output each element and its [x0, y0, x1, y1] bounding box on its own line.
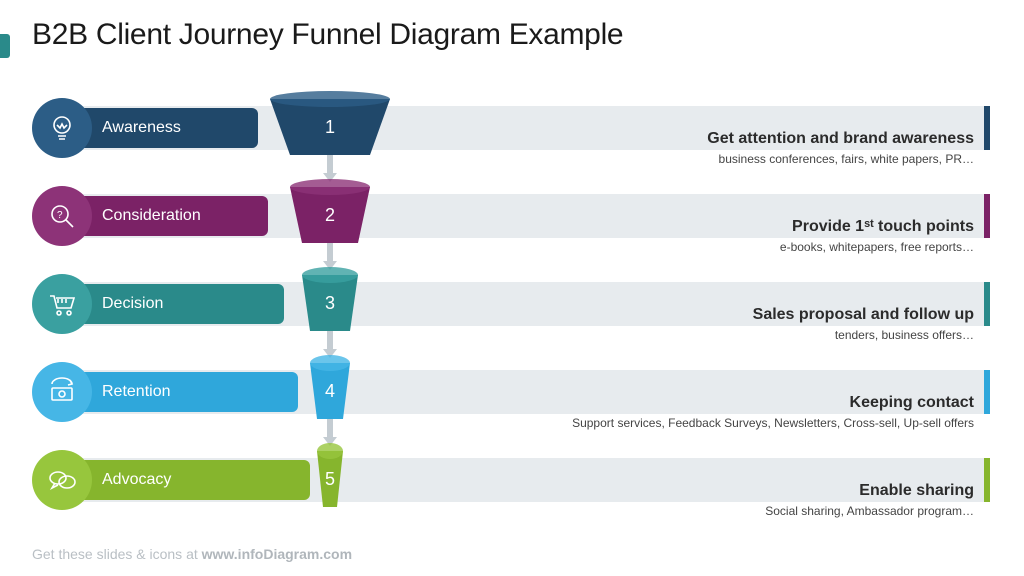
stage-label-bar: Retention	[62, 372, 298, 412]
page-title: B2B Client Journey Funnel Diagram Exampl…	[32, 18, 623, 52]
stage-accent-bar	[984, 106, 990, 150]
title-accent-tab	[0, 34, 10, 58]
stage-subtext: e-books, whitepapers, free reports…	[780, 240, 974, 254]
stage-heading: Keeping contact	[850, 394, 974, 412]
stage-subtext: Support services, Feedback Surveys, News…	[572, 416, 974, 430]
stage-label-bar: Decision	[62, 284, 284, 324]
svg-text:?: ?	[57, 210, 63, 221]
stage-heading: Get attention and brand awareness	[707, 130, 974, 148]
stage-label-bar: Advocacy	[62, 460, 310, 500]
stage-label: Decision	[102, 295, 163, 313]
funnel-top-ellipse	[270, 91, 390, 107]
stage-accent-bar	[984, 282, 990, 326]
funnel-diagram: Get attention and brand awareness busines…	[32, 84, 992, 524]
funnel-top-ellipse	[290, 179, 370, 195]
stage-label: Awareness	[102, 119, 181, 137]
stage-accent-bar	[984, 370, 990, 414]
magnifier-icon: ?	[32, 186, 92, 246]
stage-accent-bar	[984, 194, 990, 238]
bulb-icon	[32, 98, 92, 158]
stage-accent-bar	[984, 458, 990, 502]
stage-subtext: business conferences, fairs, white paper…	[719, 152, 974, 166]
speech-bubbles-icon	[32, 450, 92, 510]
stage-label: Advocacy	[102, 471, 171, 489]
stage-label: Consideration	[102, 207, 201, 225]
funnel-segment: 2	[290, 187, 370, 248]
funnel-number: 3	[302, 293, 358, 314]
funnel-number: 1	[270, 117, 390, 138]
funnel-segment: 5	[317, 451, 343, 512]
funnel-number: 5	[317, 469, 343, 490]
stage-row: Sales proposal and follow up tenders, bus…	[32, 260, 992, 348]
footer-prefix: Get these slides & icons at	[32, 546, 202, 562]
funnel-segment: 3	[302, 275, 358, 336]
stage-subtext: Social sharing, Ambassador program…	[765, 504, 974, 518]
funnel-segment: 1	[270, 99, 390, 160]
footer-credit: Get these slides & icons at www.infoDiag…	[32, 546, 352, 562]
funnel-number: 2	[290, 205, 370, 226]
funnel-top-ellipse	[310, 355, 350, 371]
stage-row: Get attention and brand awareness busines…	[32, 84, 992, 172]
funnel-top-ellipse	[317, 443, 343, 459]
stage-heading: Provide 1ˢᵗ touch points	[792, 218, 974, 236]
refresh-cash-icon	[32, 362, 92, 422]
funnel-segment: 4	[310, 363, 350, 424]
stage-row: Keeping contact Support services, Feedbac…	[32, 348, 992, 436]
stage-heading: Sales proposal and follow up	[753, 306, 974, 324]
stage-row: Enable sharing Social sharing, Ambassador…	[32, 436, 992, 524]
stage-label-bar: Consideration	[62, 196, 268, 236]
footer-site: www.infoDiagram.com	[202, 546, 352, 562]
stage-label: Retention	[102, 383, 171, 401]
funnel-number: 4	[310, 381, 350, 402]
cart-icon	[32, 274, 92, 334]
stage-subtext: tenders, business offers…	[835, 328, 974, 342]
stage-heading: Enable sharing	[859, 482, 974, 500]
stage-row: Provide 1ˢᵗ touch points e-books, whitepa…	[32, 172, 992, 260]
funnel-top-ellipse	[302, 267, 358, 283]
